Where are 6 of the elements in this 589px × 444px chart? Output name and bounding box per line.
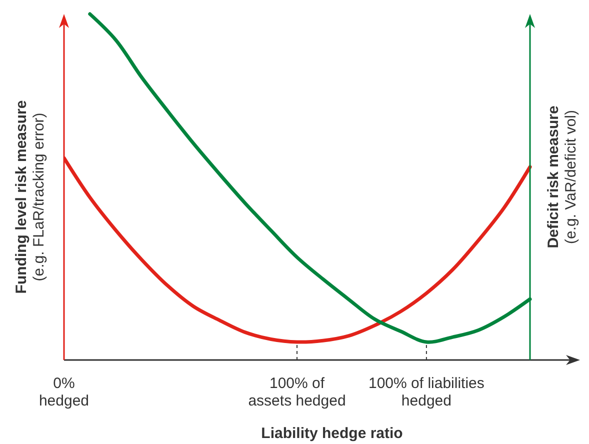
- x-tick-label: 0% hedged: [38, 375, 90, 410]
- y2-axis-title: Deficit risk measure (e.g. VaR/deficit vol): [545, 106, 580, 248]
- x-tick-label: 100% of liabilities hedged: [368, 375, 484, 410]
- x-tick-label: 100% of assets hedged: [248, 375, 346, 410]
- x-axis-title: Liability hedge ratio: [261, 425, 403, 442]
- y-axis-title: Funding level risk measure (e.g. FLaR/tracking error): [13, 100, 48, 294]
